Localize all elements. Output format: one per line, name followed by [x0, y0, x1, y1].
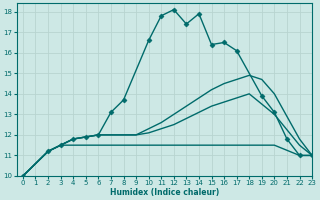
X-axis label: Humidex (Indice chaleur): Humidex (Indice chaleur)	[110, 188, 219, 197]
